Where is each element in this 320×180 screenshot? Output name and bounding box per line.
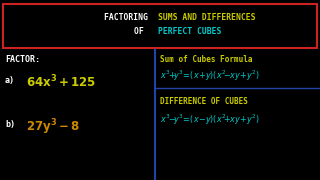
Text: $x^3\!\!+\!\!y^3\!=\!(x\!+\!y)(x^2\!\!-\!\!xy\!+\!y^2)$: $x^3\!\!+\!\!y^3\!=\!(x\!+\!y)(x^2\!\!-\…	[160, 69, 260, 83]
Text: FACTOR:: FACTOR:	[5, 55, 40, 64]
Text: b): b)	[5, 120, 15, 129]
Text: FACTORING: FACTORING	[104, 12, 158, 21]
FancyBboxPatch shape	[3, 4, 317, 48]
Text: $x^3\!\!-\!\!y^3\!=\!(x\!-\!y)(x^2\!\!+\!\!xy\!+\!y^2)$: $x^3\!\!-\!\!y^3\!=\!(x\!-\!y)(x^2\!\!+\…	[160, 113, 260, 127]
Text: OF: OF	[134, 26, 158, 35]
Text: SUMS AND DIFFERENCES: SUMS AND DIFFERENCES	[158, 12, 255, 21]
Text: $\mathbf{64x^3 + 125}$: $\mathbf{64x^3 + 125}$	[26, 74, 96, 90]
Text: $\mathbf{27y^3 - 8}$: $\mathbf{27y^3 - 8}$	[26, 117, 80, 137]
Text: DIFFERENCE OF CUBES: DIFFERENCE OF CUBES	[160, 98, 248, 107]
Text: a): a)	[5, 75, 15, 84]
Text: PERFECT CUBES: PERFECT CUBES	[158, 26, 221, 35]
Text: Sum of Cubes Formula: Sum of Cubes Formula	[160, 55, 252, 64]
